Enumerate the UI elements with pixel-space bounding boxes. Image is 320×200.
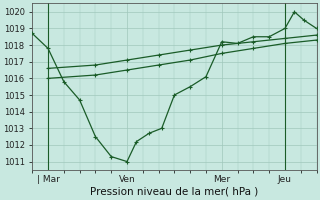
X-axis label: Pression niveau de la mer( hPa ): Pression niveau de la mer( hPa ) [90,187,259,197]
